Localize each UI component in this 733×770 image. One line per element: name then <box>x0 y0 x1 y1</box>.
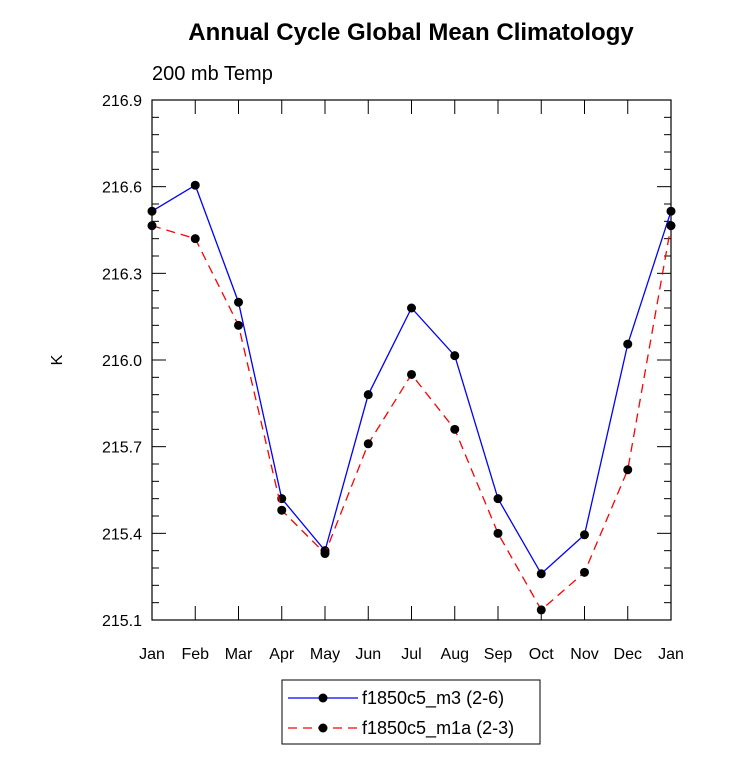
y-tick-label: 216.9 <box>102 93 142 110</box>
x-tick-label: May <box>310 646 340 663</box>
x-tick-label: Sep <box>484 646 513 663</box>
data-point <box>320 549 330 559</box>
data-point <box>536 569 546 579</box>
legend-label-2: f1850c5_m1a (2-3) <box>362 718 514 739</box>
data-point <box>190 234 200 244</box>
data-point <box>666 206 676 216</box>
data-point <box>493 494 503 504</box>
data-point <box>407 303 416 313</box>
data-point <box>580 567 589 577</box>
data-point <box>536 605 546 615</box>
x-tick-label: Oct <box>529 646 554 663</box>
data-point <box>623 339 633 349</box>
data-point <box>234 297 243 307</box>
legend-marker-1 <box>318 693 328 703</box>
chart-subtitle: 200 mb Temp <box>152 63 273 85</box>
y-tick-label: 216.3 <box>102 266 142 283</box>
series-1 <box>147 180 676 579</box>
plot-frame <box>151 99 672 621</box>
data-point <box>363 390 373 400</box>
x-tick-label: Dec <box>614 646 642 663</box>
axes: 215.1 215.4 215.7 216.0 216.3 216.6 216.9 Jan Fe… <box>49 93 684 663</box>
x-tick-label: Jan <box>139 646 165 663</box>
legend-marker-2 <box>318 723 328 733</box>
data-point <box>493 528 503 538</box>
data-point <box>666 221 676 231</box>
data-point <box>277 505 287 515</box>
legend-box <box>281 679 541 745</box>
x-tick-label: Jul <box>401 646 421 663</box>
y-axis-label: K <box>49 354 66 365</box>
y-tick-label: 215.1 <box>102 613 142 630</box>
data-point <box>234 320 243 330</box>
x-tick-label: Nov <box>570 646 598 663</box>
y-tick-label: 216.0 <box>102 353 142 370</box>
y-tick-label: 215.7 <box>102 440 142 457</box>
data-point <box>363 439 373 449</box>
series-line <box>151 225 672 611</box>
data-point <box>407 369 416 379</box>
data-point <box>147 221 157 231</box>
x-tick-label: Jun <box>355 646 381 663</box>
data-point <box>580 530 589 540</box>
series-group <box>147 180 676 615</box>
y-tick-label: 215.4 <box>102 526 142 543</box>
chart-title: Annual Cycle Global Mean Climatology <box>188 19 634 46</box>
data-point <box>450 424 460 434</box>
legend: f1850c5_m3 (2-6) f1850c5_m1a (2-3) <box>281 679 541 745</box>
x-tick-label: Mar <box>225 646 253 663</box>
series-2 <box>147 221 676 615</box>
x-tick-label: Apr <box>269 646 295 663</box>
x-tick-label: Feb <box>181 646 209 663</box>
legend-label-1: f1850c5_m3 (2-6) <box>362 688 504 709</box>
x-tick-label: Jan <box>658 646 684 663</box>
data-point <box>190 180 200 190</box>
data-point <box>450 351 460 361</box>
y-tick-label: 216.6 <box>102 180 142 197</box>
data-point <box>623 465 633 475</box>
series-line <box>151 184 672 575</box>
data-point <box>147 206 157 216</box>
x-tick-label: Aug <box>441 646 469 663</box>
